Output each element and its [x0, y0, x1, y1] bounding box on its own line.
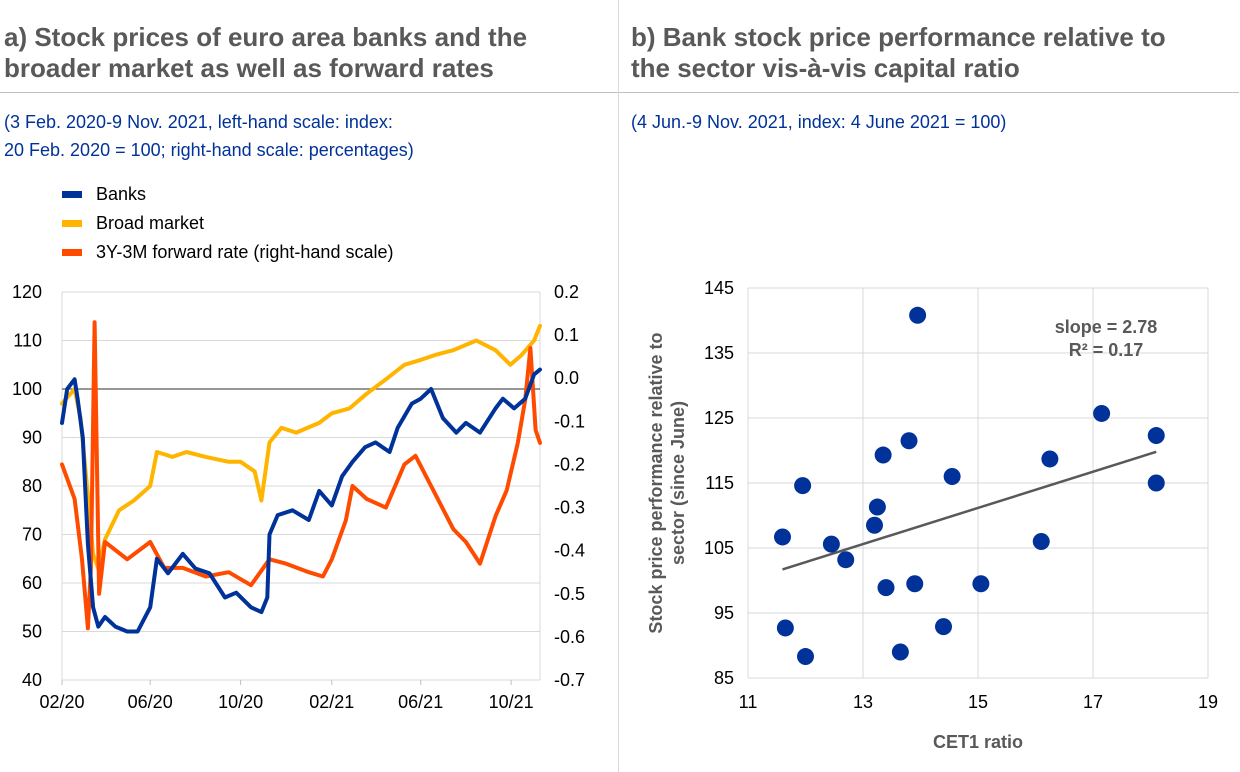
scatter-point [909, 306, 927, 324]
panel-a-title-divider [0, 92, 618, 93]
scatter-point [943, 468, 961, 485]
y-tick-label: 115 [705, 473, 734, 493]
y-tick-label: 95 [714, 603, 734, 623]
scatter-point [935, 618, 952, 636]
series-forward-rate-line [60, 320, 542, 631]
scatter-point [837, 551, 855, 569]
x-tick-label: 06/20 [128, 692, 173, 712]
scatter-point [891, 643, 909, 661]
series-banks-line [60, 367, 542, 634]
y-left-tick-label: 80 [22, 476, 42, 496]
x-tick-label: 13 [853, 692, 873, 712]
y-right-tick-label: 0.0 [554, 368, 579, 388]
y-right-tick-label: 0.2 [554, 282, 579, 302]
x-tick-label: 15 [968, 692, 988, 712]
y-right-tick-label: -0.3 [554, 498, 585, 518]
x-tick-label: 17 [1083, 692, 1103, 712]
y-left-tick-label: 50 [22, 622, 42, 642]
y-axis-label-line2: sector (since June) [668, 401, 688, 565]
panel-a-subtitle-line1: (3 Feb. 2020-9 Nov. 2021, left-hand scal… [4, 112, 393, 132]
panel-a: a) Stock prices of euro area banks and t… [0, 0, 618, 772]
x-tick-label: 10/21 [489, 692, 534, 712]
y-left-tick-label: 40 [22, 670, 42, 690]
panel-a-title-line2: broader market as well as forward rates [4, 53, 494, 83]
scatter-point [874, 446, 892, 464]
legend-item-broad-market: Broad market [62, 209, 393, 238]
y-right-tick-label: -0.1 [554, 411, 585, 431]
scatter-point [774, 528, 791, 546]
scatter-point [797, 648, 814, 666]
y-left-tick-label: 110 [13, 331, 42, 351]
scatter-point [866, 516, 883, 534]
trend-line [782, 450, 1157, 571]
x-axis-label: CET1 ratio [933, 732, 1023, 752]
y-tick-label: 85 [714, 668, 734, 688]
legend-swatch-broad-market [62, 220, 82, 227]
annotation-slope: slope = 2.78 [1055, 317, 1158, 337]
y-left-tick-label: 90 [22, 428, 42, 448]
scatter-point [1041, 450, 1059, 468]
scatter-point [1147, 427, 1165, 445]
y-axis-label: Stock price performance relative to secto… [646, 332, 688, 633]
x-tick-label: 06/21 [398, 692, 443, 712]
scatter-point [906, 575, 924, 593]
legend-item-forward-rate: 3Y-3M forward rate (right-hand scale) [62, 238, 393, 267]
y-left-tick-label: 100 [12, 379, 42, 399]
scatter-point [776, 619, 794, 637]
y-axis-label-line1: Stock price performance relative to [646, 332, 666, 633]
y-right-tick-label: -0.7 [554, 670, 585, 690]
panel-b-subtitle: (4 Jun.-9 Nov. 2021, index: 4 June 2021 … [631, 112, 1007, 132]
scatter-point [1093, 404, 1111, 422]
y-right-tick-label: 0.1 [554, 325, 579, 345]
y-right-tick-label: -0.6 [554, 627, 585, 647]
y-left-tick-label: 120 [12, 282, 42, 302]
scatter-point [1147, 474, 1165, 492]
panel-b: b) Bank stock price performance relative… [618, 0, 1240, 772]
y-right-tick-label: -0.5 [554, 584, 585, 604]
legend-label-banks: Banks [96, 184, 147, 204]
scatter-point [822, 535, 840, 553]
annotation-r-squared: R² = 0.17 [1069, 340, 1144, 360]
x-tick-label: 19 [1198, 692, 1218, 712]
panel-b-title-line1: b) Bank stock price performance relative… [631, 22, 1166, 52]
x-tick-label: 02/20 [39, 692, 84, 712]
series-broad-market-line [60, 323, 542, 571]
y-tick-label: 105 [704, 538, 734, 558]
legend-item-banks: Banks [62, 180, 393, 209]
panel-a-title: a) Stock prices of euro area banks and t… [4, 22, 604, 84]
y-right-tick-label: -0.4 [554, 541, 585, 561]
scatter-point [868, 498, 886, 516]
scatter-point [972, 575, 990, 593]
y-tick-label: 145 [704, 278, 734, 298]
y-tick-label: 135 [704, 343, 734, 363]
x-tick-label: 02/21 [309, 692, 354, 712]
panel-a-title-line1: a) Stock prices of euro area banks and t… [4, 22, 528, 52]
y-left-tick-label: 70 [22, 525, 42, 545]
panel-a-subtitle: (3 Feb. 2020-9 Nov. 2021, left-hand scal… [4, 108, 584, 164]
scatter-chart: 85 95 105 115 125 135 145 11 13 15 17 19 CET1 ratio S… [646, 278, 1218, 752]
y-left-tick-label: 60 [22, 573, 42, 593]
panel-b-title-divider [619, 92, 1239, 93]
y-tick-label: 125 [704, 408, 734, 428]
scatter-point [877, 579, 895, 597]
legend-swatch-banks [62, 191, 82, 198]
panel-a-legend: Banks Broad market 3Y-3M forward rate (r… [62, 180, 393, 267]
x-tick-label: 10/20 [218, 692, 263, 712]
y-right-tick-label: -0.2 [554, 454, 585, 474]
scatter-point [1032, 533, 1050, 550]
line-chart: 40 50 60 70 80 90 100 110 120 -0.7 -0.6 -0.5 -0.4 -0.… [12, 282, 585, 712]
x-tick-label: 11 [739, 692, 758, 712]
legend-label-forward-rate: 3Y-3M forward rate (right-hand scale) [96, 242, 394, 262]
panel-a-subtitle-line2: 20 Feb. 2020 = 100; right-hand scale: pe… [4, 140, 414, 160]
panel-b-title: b) Bank stock price performance relative… [631, 22, 1231, 84]
legend-swatch-forward-rate [62, 249, 82, 256]
scatter-point [900, 432, 918, 450]
panel-b-title-line2: the sector vis-à-vis capital ratio [631, 53, 1020, 83]
legend-label-broad-market: Broad market [96, 213, 205, 233]
scatter-point [794, 477, 812, 495]
